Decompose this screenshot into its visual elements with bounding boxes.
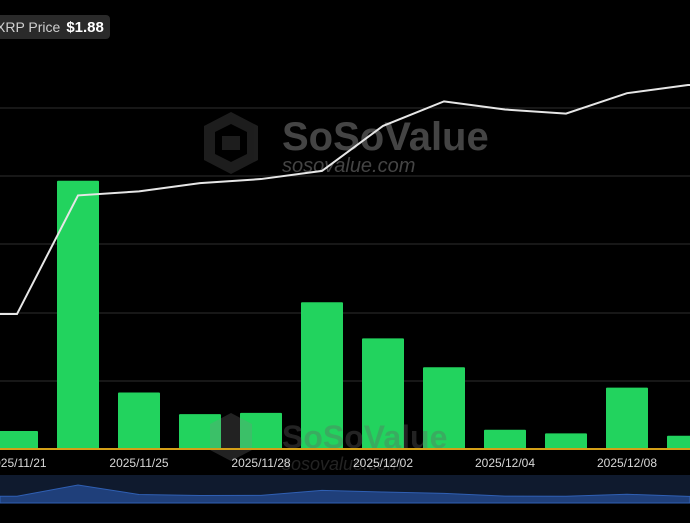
bar[interactable] bbox=[57, 180, 99, 449]
watermark-domain-bottom: sosovalue.com bbox=[282, 454, 402, 474]
x-tick-label: 2025/11/21 bbox=[0, 456, 47, 470]
bar[interactable] bbox=[362, 338, 404, 449]
price-badge: XRP Price $1.88 bbox=[0, 15, 110, 39]
x-tick-label: 2025/11/28 bbox=[231, 456, 290, 470]
x-tick-label: 2025/11/25 bbox=[109, 456, 168, 470]
gridlines bbox=[0, 107, 690, 382]
price-line bbox=[0, 83, 690, 316]
price-label: XRP Price bbox=[0, 19, 61, 35]
x-tick-label: 2025/12/04 bbox=[475, 456, 535, 470]
watermark-logo-icon bbox=[204, 112, 258, 174]
price-value: $1.88 bbox=[66, 18, 104, 36]
bar[interactable] bbox=[545, 433, 587, 449]
x-axis-ticks: 2025/11/21 2025/11/25 2025/11/28 2025/12/02… bbox=[0, 456, 657, 470]
watermark-brand: SoSoValue bbox=[282, 115, 489, 159]
bar[interactable] bbox=[0, 430, 38, 449]
bar[interactable] bbox=[118, 392, 160, 449]
bar[interactable] bbox=[240, 412, 282, 449]
bar[interactable] bbox=[606, 387, 648, 449]
bars bbox=[0, 180, 690, 449]
x-tick-label: 2025/12/08 bbox=[597, 456, 657, 470]
bar[interactable] bbox=[484, 429, 526, 449]
bar[interactable] bbox=[179, 414, 221, 449]
navigator-series bbox=[0, 484, 690, 504]
bar[interactable] bbox=[423, 367, 465, 449]
x-tick-label: 2025/12/02 bbox=[353, 456, 413, 470]
bar[interactable] bbox=[301, 302, 343, 449]
bar[interactable] bbox=[667, 435, 690, 449]
